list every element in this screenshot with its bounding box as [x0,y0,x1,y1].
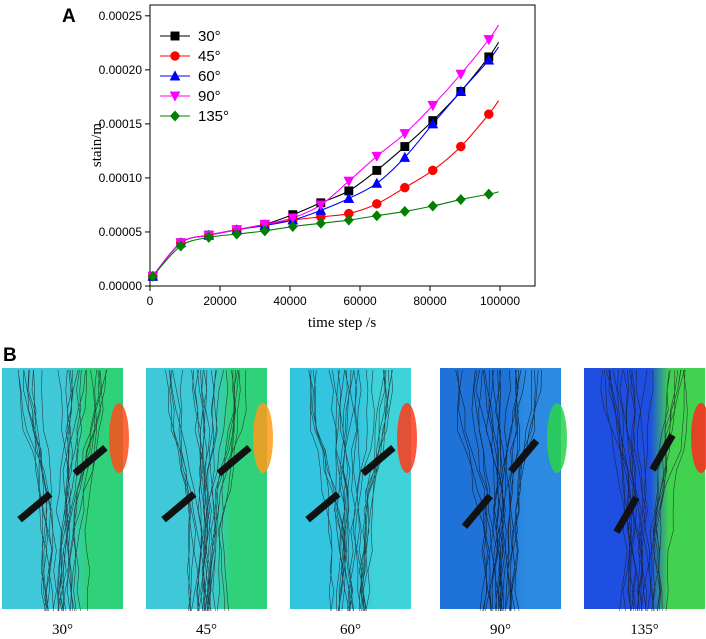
data-point [343,176,355,187]
data-point [287,213,299,224]
simulation-field [290,368,411,609]
data-point [231,228,242,240]
x-tick-label: 0 [147,294,154,308]
joint-bar [161,445,252,523]
simulation-caption: 135° [630,622,659,638]
data-point [147,270,158,282]
joint-bar [17,445,108,523]
data-point [399,151,411,162]
crack-network [165,369,247,612]
legend-marker [169,91,181,102]
crack-network [308,369,393,612]
legend-marker [169,70,181,81]
simulation-panel: 30° [2,368,129,638]
simulation-panel: 135° [584,368,706,638]
legend-marker [170,51,180,61]
data-point [427,101,439,112]
stress-hotspot [397,403,417,473]
stress-hotspot [109,403,129,473]
simulation-panel: 90° [440,368,567,638]
y-tick-label: 0.00020 [99,63,143,77]
strain-line-chart: 0 20000 40000 60000 80000 100000 0.000000.000… [89,4,536,331]
joint-bar [613,433,676,534]
data-point [455,193,466,206]
chart-legend: 30° 45° 60° 90° 135° [160,28,229,125]
simulation-caption: 30° [52,622,73,638]
data-point [315,200,327,211]
y-tick-label: 0.00025 [99,9,143,23]
data-point [483,188,494,200]
simulation-caption: 45° [196,622,217,638]
data-point [400,182,410,193]
simulation-panel: 60° [290,368,417,638]
data-point [427,118,439,129]
data-point [259,225,270,237]
simulation-caption: 90° [490,622,511,638]
y-axis-title: stain/m [89,123,105,167]
plot-frame [149,4,536,287]
y-axis: 0.00000 0.00005 0.00010 0.00015 0.00020 0.000… [99,9,150,293]
data-point [372,199,382,209]
data-point [428,165,438,176]
stress-hotspot [547,403,567,473]
joint-bar [305,445,396,523]
data-point [287,220,298,233]
data-point [456,141,466,152]
data-point [343,192,355,203]
data-point [371,151,383,163]
data-point [400,142,410,152]
y-tick-label: 0.00010 [99,171,143,185]
crack-network [455,369,542,612]
simulation-panel: 45° [146,368,273,638]
legend-marker [169,110,181,122]
series-markers [147,35,495,283]
x-tick-label: 60000 [343,294,377,308]
data-point [343,214,354,226]
simulation-panel-row: 30° 45° 60° 90° 135° [2,368,706,638]
y-tick-label: 0.00000 [99,279,143,293]
legend-marker [170,31,180,41]
data-point [483,35,495,46]
legend-label: 135° [198,108,229,125]
x-tick-label: 100000 [480,294,520,308]
crack-network [600,369,688,612]
y-tick-label: 0.00015 [99,117,143,131]
data-point [455,69,467,80]
y-tick-label: 0.00005 [99,225,143,239]
x-axis-title: time step /s [308,315,376,331]
data-point [315,217,326,229]
data-point [259,219,271,231]
stress-hotspot [691,403,706,473]
stress-hotspot [253,403,273,473]
data-point [399,129,411,140]
x-tick-label: 80000 [413,294,447,308]
crack-network [17,369,108,612]
panel-label-b: B [3,345,17,366]
data-point [175,240,186,252]
data-point [203,231,214,243]
data-point [371,210,382,222]
data-point [484,109,494,119]
data-point [483,54,495,65]
data-point [371,177,383,188]
simulation-caption: 60° [340,622,361,638]
legend-label: 90° [198,88,221,105]
data-point [427,200,438,212]
x-tick-label: 40000 [273,294,307,308]
panel-label-a: A [62,6,76,27]
data-point [399,205,410,217]
legend-label: 30° [198,28,221,45]
joint-bar [461,438,540,529]
data-point [372,165,382,175]
legend-label: 60° [198,68,221,85]
data-point [455,85,467,96]
x-axis: 0 20000 40000 60000 80000 100000 [147,286,520,308]
x-tick-label: 20000 [203,294,237,308]
legend-label: 45° [198,48,221,65]
